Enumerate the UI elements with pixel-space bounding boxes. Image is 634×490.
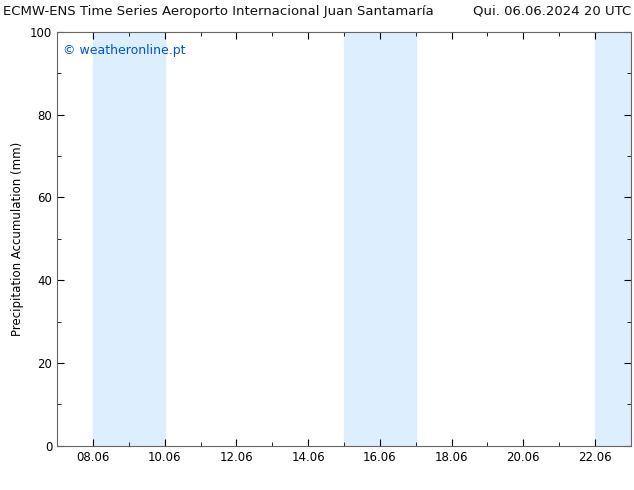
Text: ECMW-ENS Time Series Aeroporto Internacional Juan Santamaría: ECMW-ENS Time Series Aeroporto Internaci… <box>3 5 434 18</box>
Bar <box>93 32 129 446</box>
Y-axis label: Precipitation Accumulation (mm): Precipitation Accumulation (mm) <box>11 142 24 336</box>
Bar <box>129 32 165 446</box>
Bar <box>595 32 631 446</box>
Text: © weatheronline.pt: © weatheronline.pt <box>63 44 185 57</box>
Bar <box>344 32 380 446</box>
Bar <box>380 32 416 446</box>
Text: Qui. 06.06.2024 20 UTC: Qui. 06.06.2024 20 UTC <box>472 5 631 18</box>
